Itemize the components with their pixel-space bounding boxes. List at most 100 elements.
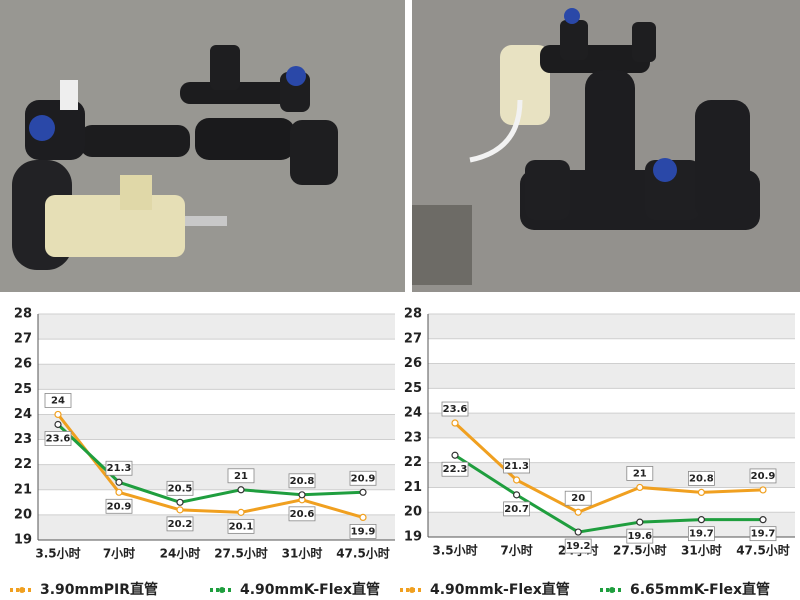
x-tick-label: 31小时	[681, 543, 722, 558]
data-label: 19.9	[351, 526, 376, 537]
grid-band	[428, 314, 795, 339]
x-tick-label: 47.5小时	[336, 546, 390, 561]
data-point	[574, 508, 582, 516]
data-point	[697, 488, 706, 496]
legend-label: 4.90mmk-Flex直管	[430, 581, 570, 598]
data-label: 21	[633, 468, 647, 479]
data-label: 20.5	[168, 483, 193, 494]
x-tick-label: 27.5小时	[613, 543, 667, 558]
grid-band	[38, 514, 395, 540]
legend-label: 4.90mmK-Flex直管	[240, 581, 380, 598]
data-label-box	[227, 468, 255, 484]
y-tick-label: 19	[404, 530, 422, 545]
grid-band	[428, 363, 795, 389]
data-label-box	[227, 518, 255, 534]
y-tick-label: 20	[404, 505, 422, 520]
y-tick-label: 26	[404, 356, 422, 371]
data-point	[451, 419, 459, 427]
data-label: 20.9	[107, 501, 132, 512]
data-label-box	[749, 526, 777, 542]
grid-band	[38, 414, 395, 440]
data-point	[237, 486, 245, 494]
data-point	[359, 488, 367, 496]
legend-label: 6.65mmK-Flex直管	[630, 581, 770, 598]
data-point	[636, 518, 644, 526]
data-point	[115, 478, 123, 486]
y-tick-label: 23	[404, 430, 422, 445]
data-label-box	[288, 473, 316, 489]
data-label: 20.9	[351, 473, 376, 484]
x-tick-label: 27.5小时	[214, 546, 268, 561]
data-label-box	[166, 480, 194, 496]
y-tick-label: 22	[404, 455, 422, 470]
x-tick-label: 31小时	[282, 546, 323, 561]
data-label: 24	[51, 395, 65, 406]
data-label: 19.7	[751, 529, 776, 540]
data-label: 19.7	[689, 529, 714, 540]
x-tick-label: 24小时	[160, 546, 201, 561]
photo-right	[412, 0, 800, 292]
legend-label: 3.90mmPIR直管	[40, 581, 158, 598]
data-label: 21	[234, 471, 248, 482]
data-label-box	[349, 524, 377, 539]
data-label: 21.3	[504, 461, 529, 472]
data-point	[636, 483, 644, 492]
data-label-box	[166, 516, 194, 532]
data-label-box	[288, 506, 316, 522]
data-point	[54, 420, 62, 429]
y-tick-label: 27	[404, 331, 422, 346]
data-point	[54, 410, 62, 419]
data-label: 22.3	[443, 464, 468, 475]
data-label-box	[626, 528, 654, 544]
data-point	[759, 486, 767, 494]
data-point	[176, 506, 184, 514]
y-tick-label: 21	[14, 482, 32, 497]
y-tick-label: 20	[14, 507, 32, 522]
legend-dot	[609, 587, 615, 593]
data-label: 20.8	[290, 476, 315, 487]
y-tick-label: 27	[14, 332, 32, 347]
x-tick-label: 7小时	[500, 543, 532, 558]
y-tick-label: 28	[404, 307, 422, 322]
grid-band	[38, 464, 395, 490]
data-point	[512, 476, 521, 484]
data-label: 23.6	[46, 433, 71, 444]
grid-band	[428, 462, 795, 488]
data-label: 19.6	[627, 531, 652, 542]
data-label-box	[349, 470, 377, 486]
data-point	[512, 491, 521, 499]
data-label: 21.3	[107, 463, 132, 474]
data-point	[176, 498, 184, 506]
data-label-box	[105, 460, 133, 476]
data-label: 23.6	[443, 404, 468, 415]
data-label-box	[44, 431, 72, 446]
data-label: 20.8	[689, 473, 714, 484]
data-label: 20	[571, 493, 585, 504]
data-point	[574, 528, 582, 536]
data-point	[759, 516, 767, 524]
x-tick-label: 47.5小时	[736, 543, 790, 558]
data-label-box	[44, 393, 72, 408]
data-label-box	[105, 498, 133, 514]
data-label: 20.6	[290, 509, 315, 520]
data-point	[115, 488, 123, 496]
legend-dot	[409, 587, 415, 593]
legend-dot	[19, 587, 25, 593]
data-label-box	[749, 468, 777, 484]
x-tick-label: 7小时	[103, 546, 135, 561]
data-label-box	[564, 490, 592, 506]
y-tick-label: 23	[14, 432, 32, 447]
data-point	[359, 513, 367, 522]
data-label-box	[688, 526, 715, 542]
data-label: 19.2	[566, 541, 591, 552]
grid-band	[38, 364, 395, 390]
y-tick-label: 25	[404, 381, 422, 396]
data-point	[451, 451, 459, 459]
x-tick-label: 3.5小时	[35, 546, 80, 561]
data-label: 20.2	[168, 519, 193, 530]
photo-left	[0, 0, 405, 292]
legend-dot	[219, 587, 225, 593]
data-label-box	[688, 470, 715, 486]
y-tick-label: 22	[14, 457, 32, 472]
